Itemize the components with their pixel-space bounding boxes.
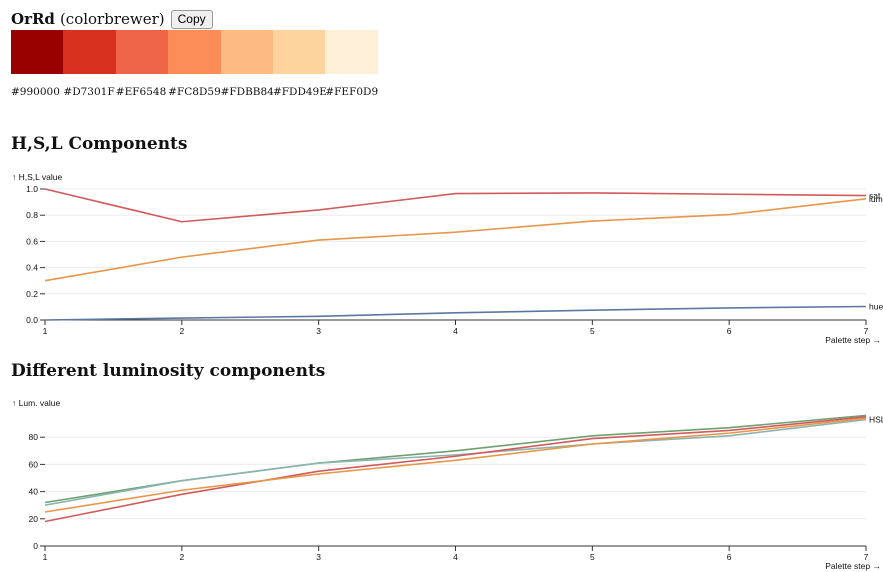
y-tick-label: 0 xyxy=(33,541,38,551)
series-line xyxy=(44,418,867,506)
copy-button[interactable]: Copy xyxy=(170,9,213,29)
hex-label: #D7301F xyxy=(63,86,115,98)
color-swatch xyxy=(168,30,221,74)
color-swatch xyxy=(220,30,273,74)
x-tick-label: 6 xyxy=(727,326,732,336)
y-tick-label: 20 xyxy=(29,514,39,524)
hex-label: #FDD49E xyxy=(272,86,327,98)
y-tick-label: 0.2 xyxy=(26,289,38,299)
color-swatch xyxy=(115,30,169,74)
y-tick-label: 1.0 xyxy=(26,184,38,194)
series-label: HSL xyxy=(869,415,883,425)
series-line xyxy=(44,417,867,513)
y-axis-label: ↑ Lum. value xyxy=(12,398,60,408)
y-tick-label: 40 xyxy=(29,487,39,497)
y-tick-label: 0.8 xyxy=(26,210,38,220)
x-tick-label: 1 xyxy=(43,326,48,336)
y-axis-label: ↑ H,S,L value xyxy=(12,172,63,182)
x-tick-label: 5 xyxy=(590,552,595,562)
color-swatch xyxy=(11,30,64,74)
palette-header: OrRd (colorbrewer) Copy xyxy=(11,9,213,29)
series-label: lum xyxy=(869,194,883,204)
palette-hex-labels: #990000 #D7301F #EF6548 #FC8D59 #FDBB84 #FDD4… xyxy=(11,86,378,98)
color-swatch xyxy=(325,30,378,74)
x-tick-label: 1 xyxy=(43,552,48,562)
x-tick-label: 4 xyxy=(453,326,458,336)
series-line xyxy=(44,305,867,321)
x-tick-label: 5 xyxy=(590,326,595,336)
x-tick-label: 6 xyxy=(727,552,732,562)
y-tick-label: 0.4 xyxy=(26,263,38,273)
x-tick-label: 3 xyxy=(316,552,321,562)
x-tick-label: 4 xyxy=(453,552,458,562)
hsl-section-title: H,S,L Components xyxy=(11,134,188,154)
x-tick-label: 2 xyxy=(179,326,184,336)
y-tick-label: 0.6 xyxy=(26,236,38,246)
x-axis-label: Palette step → xyxy=(825,335,881,345)
palette-name: OrRd xyxy=(11,10,55,28)
y-tick-label: 0.0 xyxy=(26,315,38,325)
hex-label: #990000 xyxy=(11,86,60,98)
luminosity-section-title: Different luminosity components xyxy=(11,361,326,381)
x-axis-label: Palette step → xyxy=(825,561,881,571)
color-swatch xyxy=(63,30,116,74)
hex-label: #FDBB84 xyxy=(220,86,274,98)
color-swatch xyxy=(272,30,326,74)
y-tick-label: 60 xyxy=(29,459,39,469)
palette-source: (colorbrewer) xyxy=(59,10,165,28)
x-tick-label: 3 xyxy=(316,326,321,336)
palette-swatches xyxy=(11,30,378,74)
x-tick-label: 7 xyxy=(864,552,869,562)
y-tick-label: 80 xyxy=(29,432,39,442)
hex-label: #FC8D59 xyxy=(168,86,221,98)
series-line xyxy=(44,198,867,282)
series-line xyxy=(44,188,867,223)
x-tick-label: 7 xyxy=(864,326,869,336)
hex-label: #EF6548 xyxy=(115,86,167,98)
x-tick-label: 2 xyxy=(179,552,184,562)
series-label: hue xyxy=(869,302,883,312)
series-label: sat xyxy=(869,191,881,201)
series-line xyxy=(44,416,867,523)
hex-label: #FEF0D9 xyxy=(325,86,379,98)
